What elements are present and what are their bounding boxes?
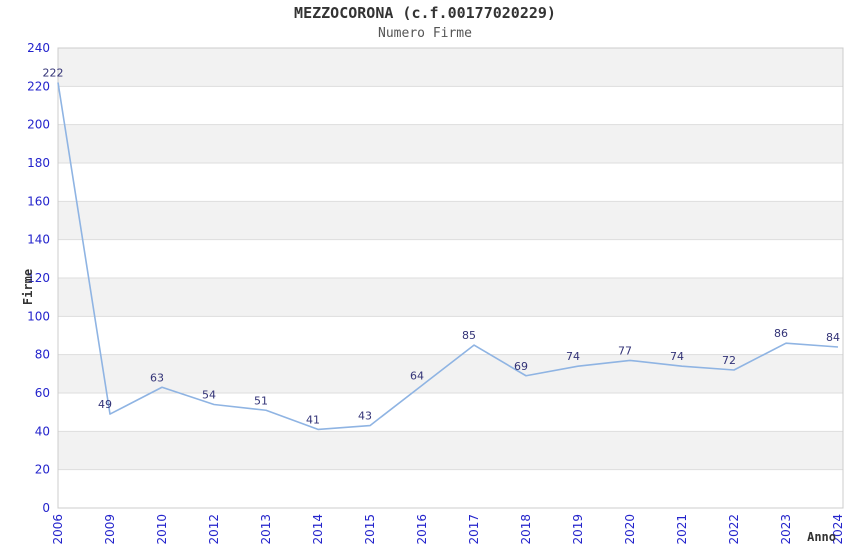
y-tick-label: 60 bbox=[35, 386, 50, 400]
plot-band bbox=[58, 48, 843, 87]
data-label: 77 bbox=[618, 344, 632, 357]
y-tick-label: 200 bbox=[27, 118, 50, 132]
data-label: 64 bbox=[410, 369, 424, 382]
x-tick-label: 2020 bbox=[623, 514, 637, 545]
x-tick-label: 2010 bbox=[155, 514, 169, 545]
x-tick-label: 2022 bbox=[727, 514, 741, 545]
data-label: 43 bbox=[358, 410, 372, 423]
y-tick-label: 20 bbox=[35, 463, 50, 477]
y-axis-title: Firme bbox=[21, 268, 35, 306]
data-label: 54 bbox=[202, 389, 216, 402]
data-label: 51 bbox=[254, 394, 268, 407]
plot-band bbox=[58, 124, 843, 163]
y-tick-label: 180 bbox=[27, 156, 50, 170]
x-tick-label: 2015 bbox=[363, 514, 377, 545]
data-label: 85 bbox=[462, 329, 476, 342]
y-tick-label: 140 bbox=[27, 233, 50, 247]
x-tick-label: 2009 bbox=[103, 514, 117, 545]
chart-title: MEZZOCORONA (c.f.00177020229) bbox=[294, 4, 556, 22]
y-tick-label: 80 bbox=[35, 348, 50, 362]
x-tick-label: 2012 bbox=[207, 514, 221, 545]
y-tick-label: 40 bbox=[35, 424, 50, 438]
plot-band bbox=[58, 278, 843, 317]
data-label: 72 bbox=[722, 354, 736, 367]
chart-subtitle: Numero Firme bbox=[378, 26, 472, 41]
y-tick-label: 160 bbox=[27, 194, 50, 208]
x-tick-label: 2016 bbox=[415, 514, 429, 545]
x-tick-label: 2019 bbox=[571, 514, 585, 545]
data-line bbox=[57, 82, 839, 431]
plot-band bbox=[58, 354, 843, 393]
data-label: 63 bbox=[150, 371, 164, 384]
data-label: 49 bbox=[98, 398, 112, 411]
y-tick-label: 220 bbox=[27, 79, 50, 93]
y-tick-label: 0 bbox=[42, 501, 50, 515]
data-label: 41 bbox=[306, 413, 320, 426]
plot-band bbox=[58, 201, 843, 240]
data-label: 74 bbox=[670, 350, 684, 363]
x-tick-label: 2006 bbox=[51, 514, 65, 545]
data-label: 74 bbox=[566, 350, 580, 363]
x-tick-label: 2024 bbox=[831, 514, 845, 545]
plot-border bbox=[57, 47, 844, 509]
data-label: 84 bbox=[826, 331, 840, 344]
y-tick-label: 100 bbox=[27, 309, 50, 323]
y-tick-label: 240 bbox=[27, 41, 50, 55]
data-label: 222 bbox=[43, 67, 64, 80]
x-tick-label: 2014 bbox=[311, 514, 325, 545]
data-label: 69 bbox=[514, 360, 528, 373]
y-tick-label: 120 bbox=[27, 271, 50, 285]
x-tick-label: 2017 bbox=[467, 514, 481, 545]
x-tick-label: 2018 bbox=[519, 514, 533, 545]
x-tick-label: 2023 bbox=[779, 514, 793, 545]
x-tick-label: 2013 bbox=[259, 514, 273, 545]
x-tick-label: 2021 bbox=[675, 514, 689, 545]
plot-band bbox=[58, 431, 843, 470]
x-axis-title: Anno bbox=[807, 530, 836, 544]
data-label: 86 bbox=[774, 327, 788, 340]
